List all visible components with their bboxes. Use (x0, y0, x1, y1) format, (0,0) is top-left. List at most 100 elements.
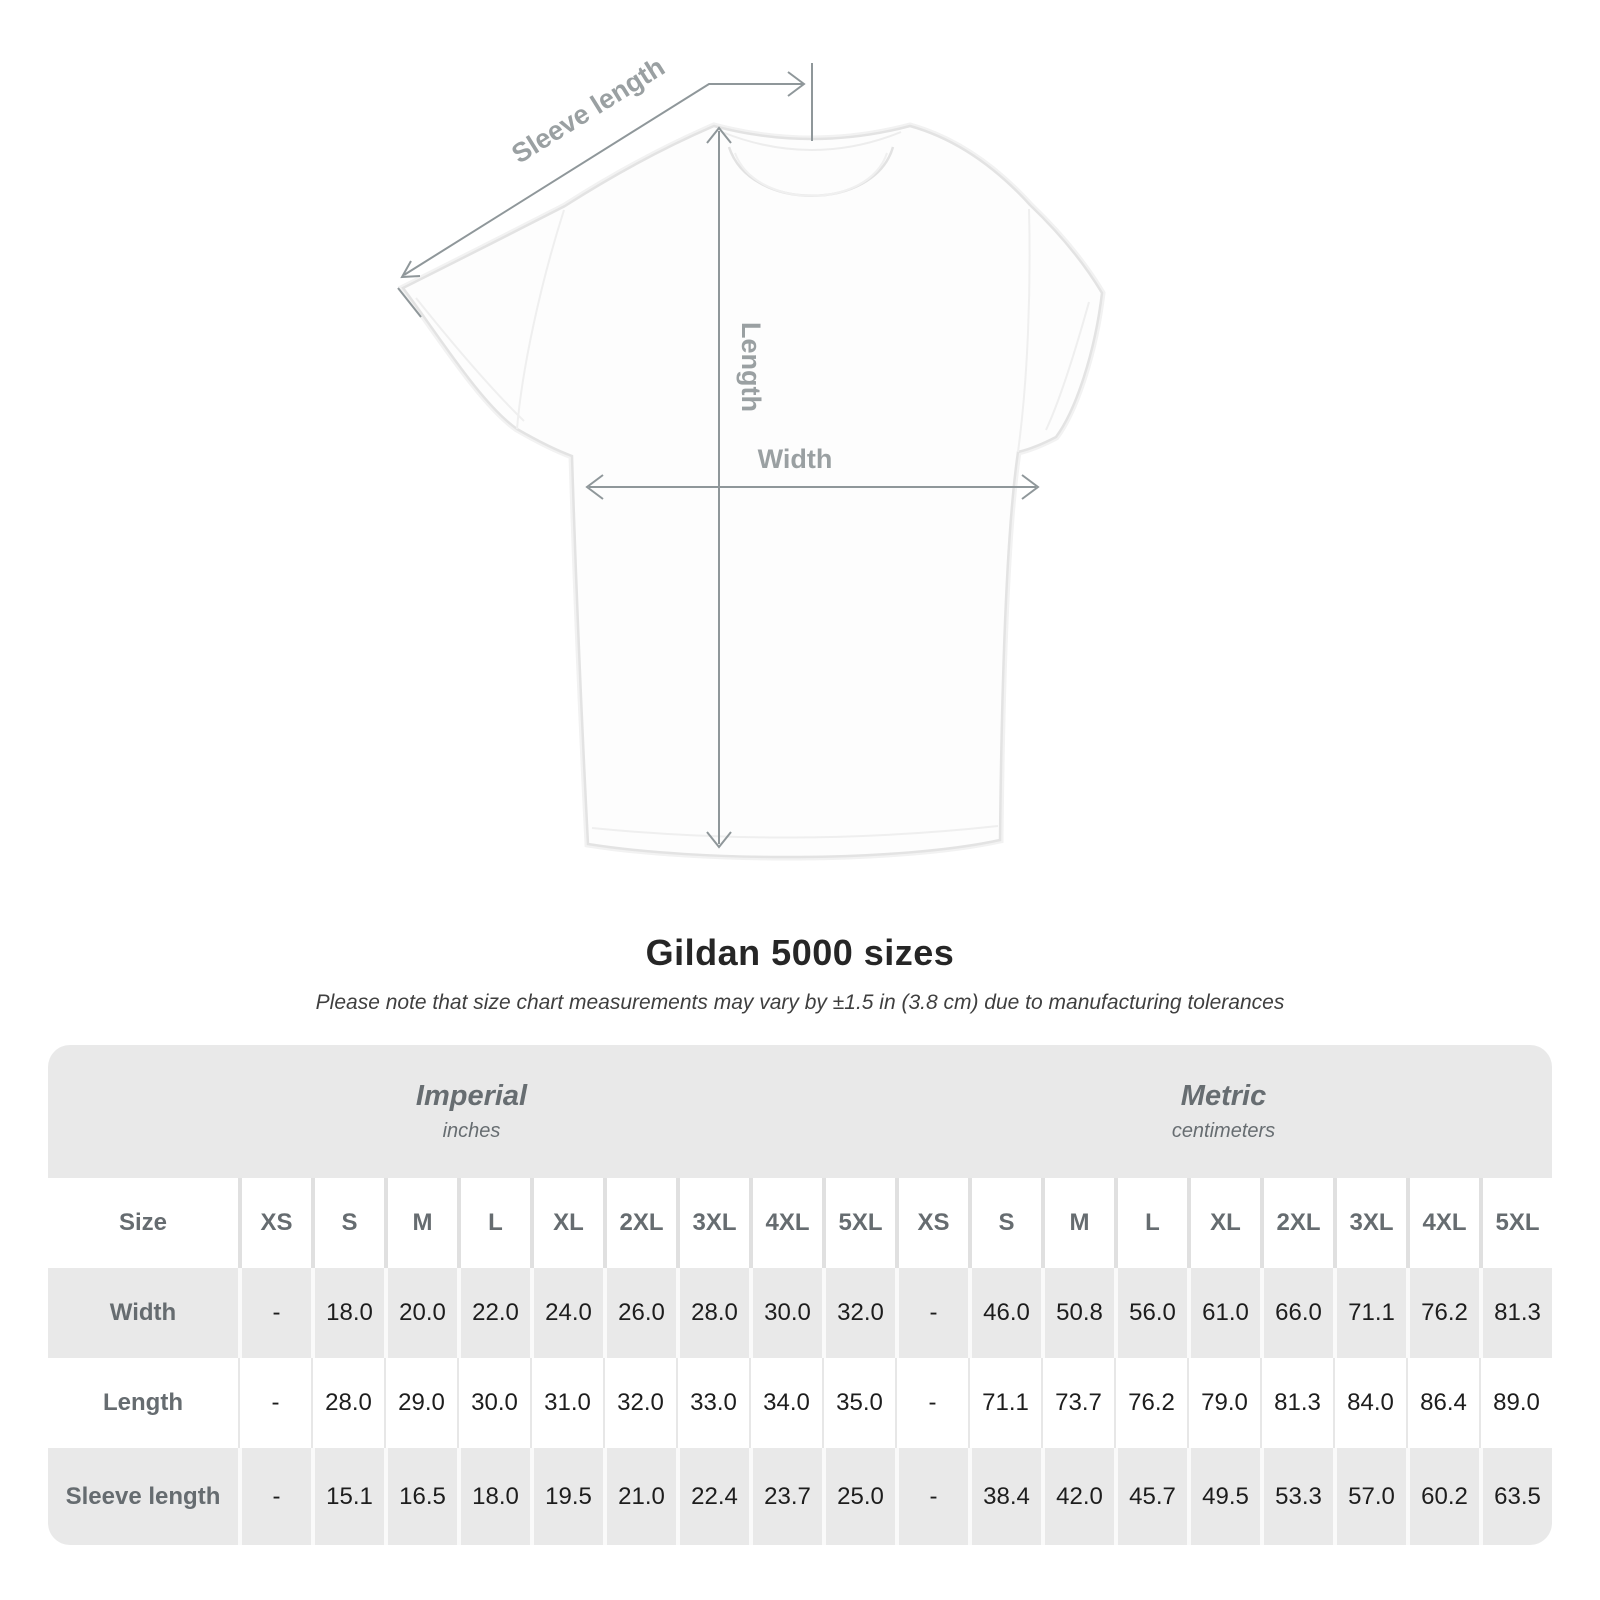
table-cell: 81.3 (1260, 1358, 1333, 1448)
size-header: XL (1187, 1178, 1260, 1268)
table-cell: 30.0 (749, 1268, 822, 1358)
table-cell: 81.3 (1479, 1268, 1552, 1358)
table-cell: 25.0 (822, 1448, 895, 1545)
table-cell: 31.0 (530, 1358, 603, 1448)
size-header: 5XL (822, 1178, 895, 1268)
size-header: XL (530, 1178, 603, 1268)
sleeve-length-label: Sleeve length (506, 52, 670, 170)
sleeve-cuff-tick (397, 287, 422, 318)
row-label: Sleeve length (65, 1482, 221, 1510)
table-cell: 84.0 (1333, 1358, 1406, 1448)
size-header: L (457, 1178, 530, 1268)
table-cell: - (895, 1358, 968, 1448)
width-arrow-left (585, 474, 604, 500)
size-header: 2XL (603, 1178, 676, 1268)
size-header: 4XL (749, 1178, 822, 1268)
table-cell: 34.0 (749, 1358, 822, 1448)
tshirt-outline (401, 124, 1104, 859)
table-row-sleeve-length: Sleeve length - 15.1 16.5 18.0 19.5 21.0… (48, 1448, 1552, 1545)
unit-group-unit: inches (442, 1120, 501, 1142)
width-arrow-right (1021, 474, 1040, 500)
table-cell: - (895, 1268, 968, 1358)
table-cell: 60.2 (1406, 1448, 1479, 1545)
size-header: 2XL (1260, 1178, 1333, 1268)
table-cell: 63.5 (1479, 1448, 1552, 1545)
collar-inner-seam (734, 152, 888, 197)
table-cell: - (238, 1358, 311, 1448)
size-header: M (384, 1178, 457, 1268)
table-cell: 66.0 (1260, 1268, 1333, 1358)
unit-group-unit: centimeters (1171, 1120, 1276, 1142)
table-cell: 73.7 (1041, 1358, 1114, 1448)
armhole-seam-right (1017, 208, 1031, 453)
table-cell: 21.0 (603, 1448, 676, 1545)
armhole-seam-left (516, 209, 565, 430)
table-cell: 53.3 (1260, 1448, 1333, 1545)
table-cell: 46.0 (968, 1268, 1041, 1358)
table-cell: 42.0 (1041, 1448, 1114, 1545)
size-header: S (968, 1178, 1041, 1268)
unit-header-row: Imperial inches Metric centimeters (48, 1045, 1552, 1178)
row-label: Width (109, 1299, 177, 1326)
page-title: Gildan 5000 sizes (645, 932, 955, 973)
sleeve-length-arrow-left (400, 260, 421, 279)
table-cell: 22.4 (676, 1448, 749, 1545)
hem-seam (591, 825, 999, 839)
unit-group-name: Metric (1180, 1080, 1267, 1112)
row-label: Length (103, 1389, 183, 1416)
size-header: M (1041, 1178, 1114, 1268)
length-label: Length (736, 322, 766, 412)
table-cell: 15.1 (311, 1448, 384, 1545)
collar-back-seam (721, 131, 902, 151)
size-header: L (1114, 1178, 1187, 1268)
size-column-header: Size (118, 1209, 168, 1236)
table-cell: 71.1 (968, 1358, 1041, 1448)
table-cell: 19.5 (530, 1448, 603, 1545)
table-cell: 20.0 (384, 1268, 457, 1358)
length-arrow-top (706, 126, 732, 144)
table-cell: 28.0 (311, 1358, 384, 1448)
cuff-seam-left (415, 297, 525, 422)
table-cell: 33.0 (676, 1358, 749, 1448)
table-cell: 23.7 (749, 1448, 822, 1545)
size-header: S (311, 1178, 384, 1268)
table-cell: 38.4 (968, 1448, 1041, 1545)
table-cell: 26.0 (603, 1268, 676, 1358)
table-row-length: Length - 28.0 29.0 30.0 31.0 32.0 33.0 3… (48, 1358, 1552, 1448)
cuff-seam-right (1045, 301, 1090, 431)
table-cell: 56.0 (1114, 1268, 1187, 1358)
size-header-row: Size XS S M L XL 2XL 3XL 4XL 5XL XS S M … (48, 1178, 1552, 1268)
table-cell: 30.0 (457, 1358, 530, 1448)
tshirt-measurement-diagram: Sleeve length Length Width (397, 52, 1106, 861)
table-cell: 49.5 (1187, 1448, 1260, 1545)
table-row-width: Width - 18.0 20.0 22.0 24.0 26.0 28.0 30… (48, 1268, 1552, 1358)
table-cell: - (238, 1268, 311, 1358)
size-header: 4XL (1406, 1178, 1479, 1268)
unit-group-name: Imperial (415, 1080, 528, 1112)
table-cell: 29.0 (384, 1358, 457, 1448)
table-cell: 89.0 (1479, 1358, 1552, 1448)
table-cell: - (238, 1448, 311, 1545)
size-header: 3XL (1333, 1178, 1406, 1268)
table-cell: 57.0 (1333, 1448, 1406, 1545)
table-cell: 61.0 (1187, 1268, 1260, 1358)
table-cell: 32.0 (603, 1358, 676, 1448)
unit-group-imperial: Imperial inches (48, 1045, 895, 1178)
table-cell: 76.2 (1406, 1268, 1479, 1358)
width-label: Width (758, 444, 833, 474)
sleeve-length-line (403, 83, 804, 276)
size-header: XS (895, 1178, 968, 1268)
table-cell: 32.0 (822, 1268, 895, 1358)
size-header: XS (238, 1178, 311, 1268)
size-header: 3XL (676, 1178, 749, 1268)
table-cell: 28.0 (676, 1268, 749, 1358)
table-cell: 22.0 (457, 1268, 530, 1358)
table-cell: 45.7 (1114, 1448, 1187, 1545)
table-cell: 35.0 (822, 1358, 895, 1448)
table-cell: 18.0 (311, 1268, 384, 1358)
table-cell: 16.5 (384, 1448, 457, 1545)
table-cell: 50.8 (1041, 1268, 1114, 1358)
table-cell: 18.0 (457, 1448, 530, 1545)
table-cell: - (895, 1448, 968, 1545)
